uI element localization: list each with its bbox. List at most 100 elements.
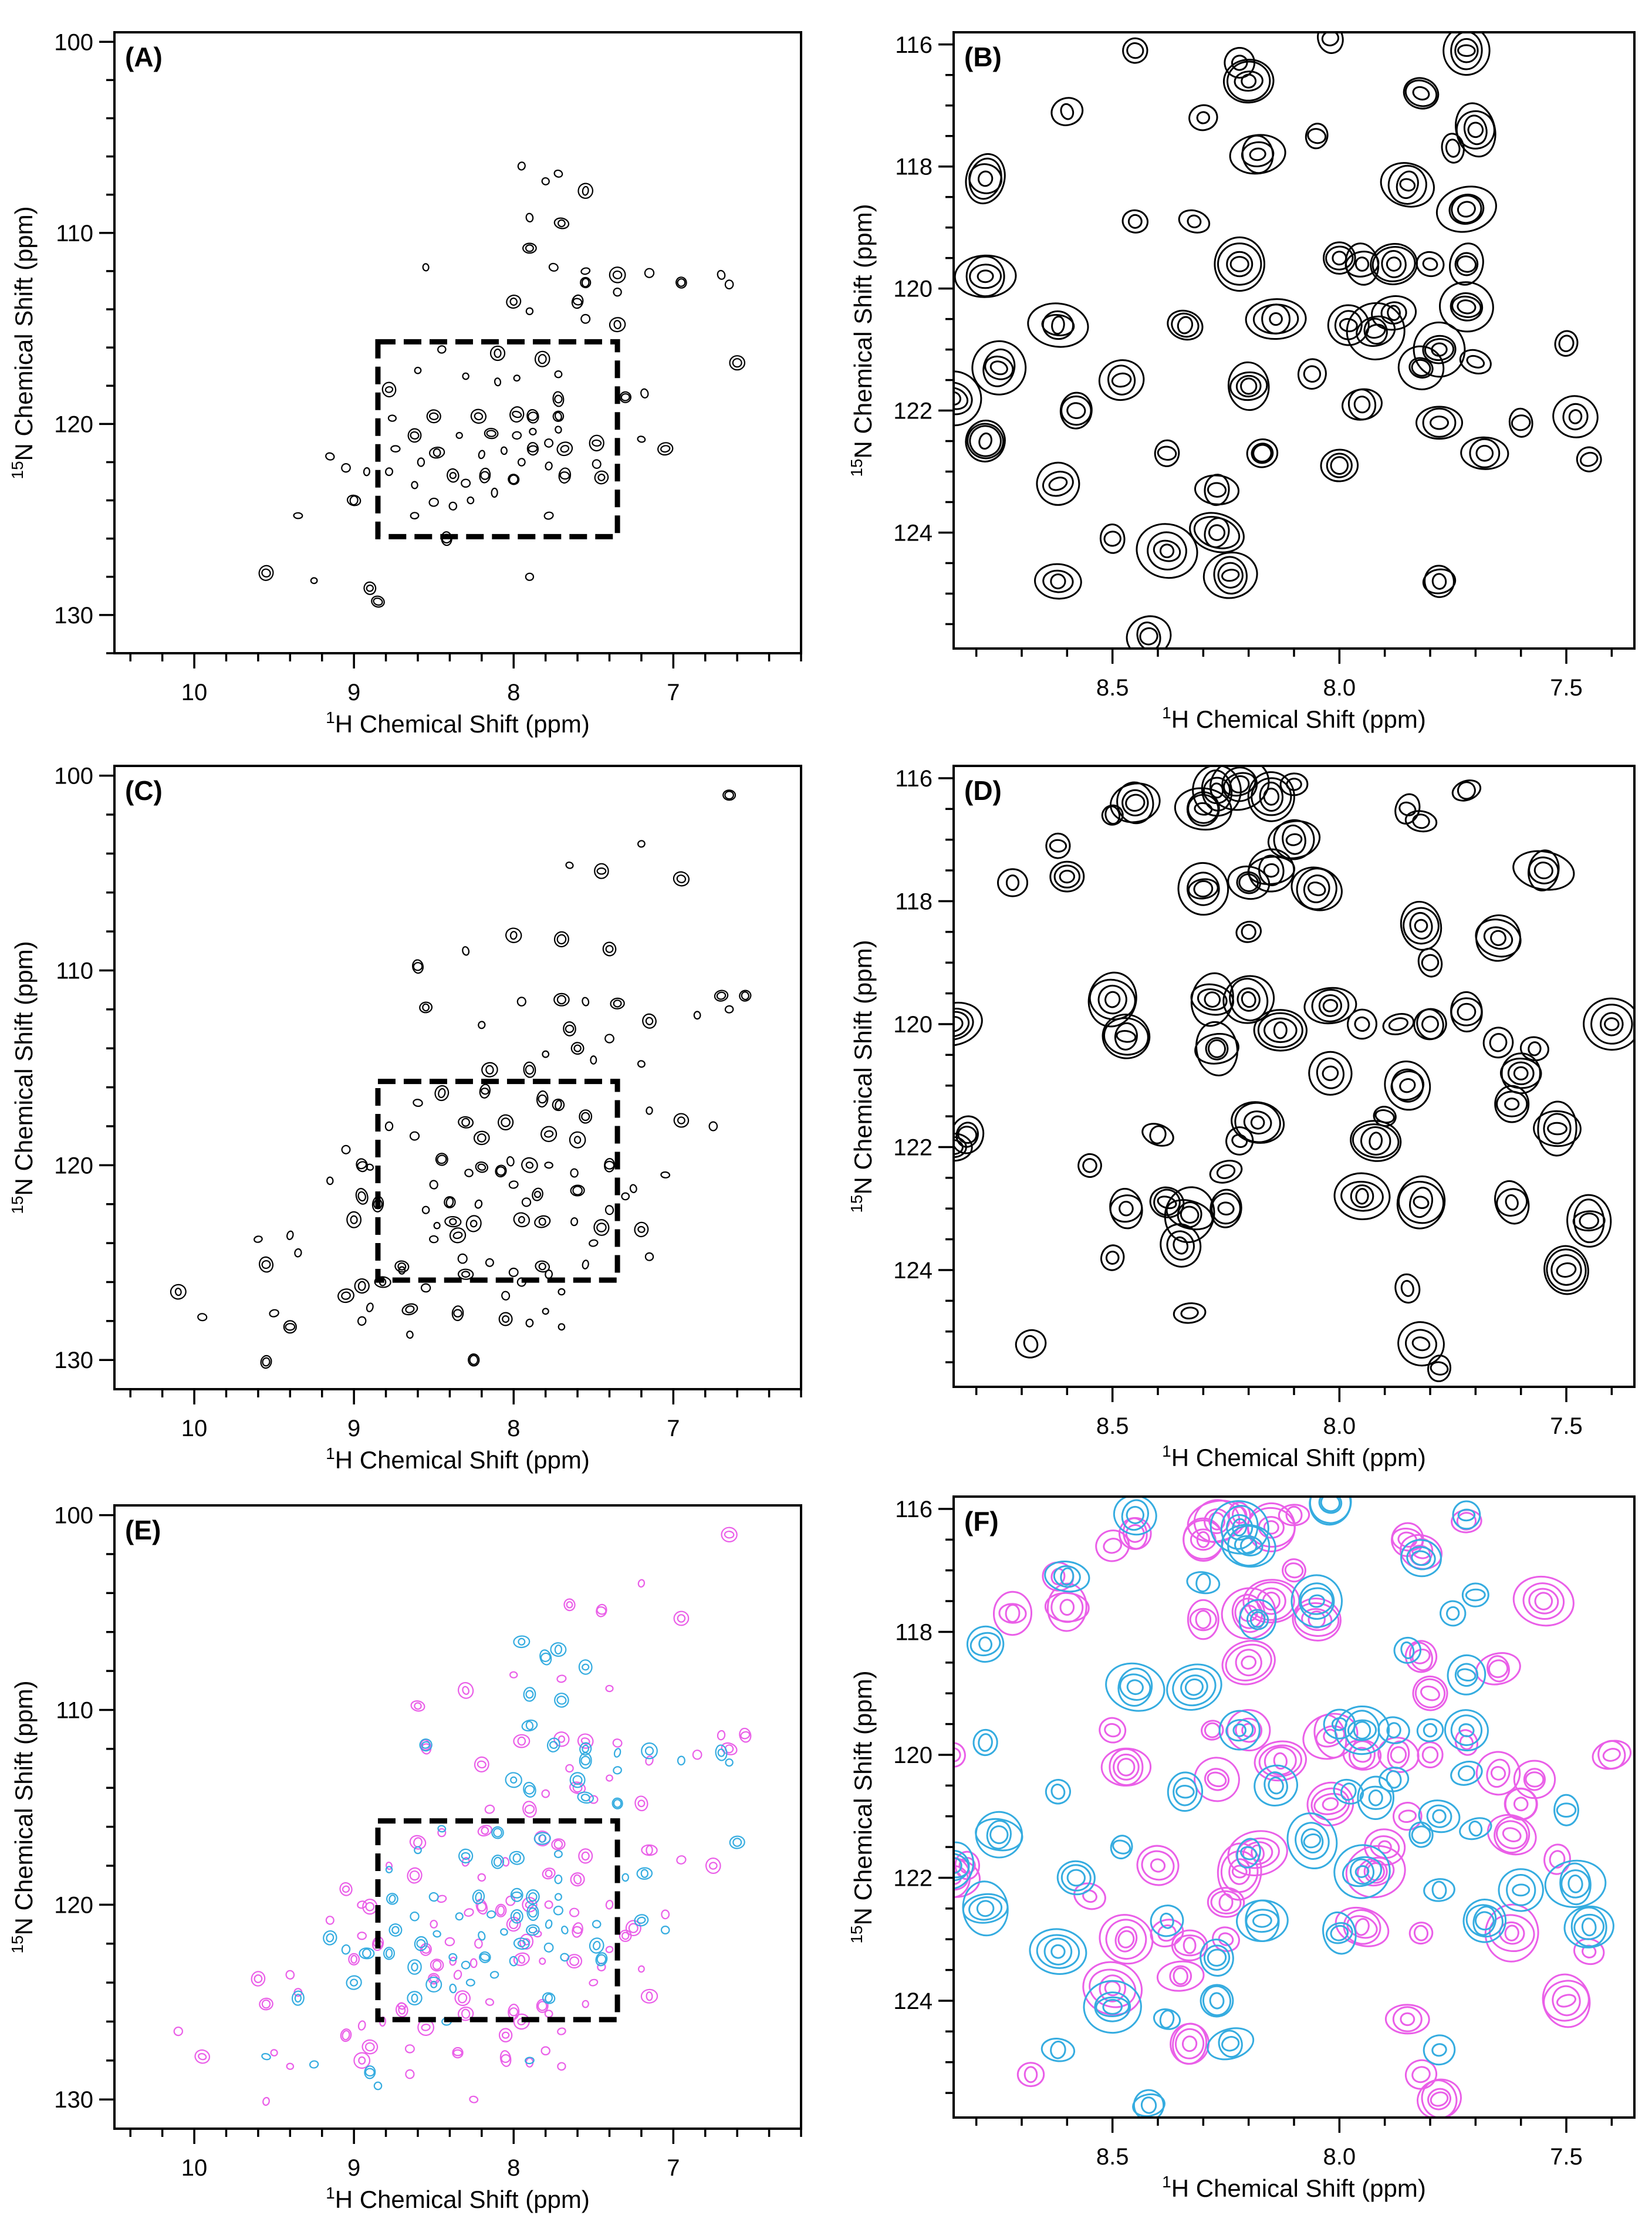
- peak-contour: [1309, 1497, 1352, 1524]
- peak-contour: [556, 1674, 567, 1683]
- peak-contour: [525, 307, 534, 316]
- peak-contour: [592, 1920, 602, 1929]
- peak-contour: [1353, 396, 1371, 414]
- peak-contour: [538, 1834, 547, 1843]
- peak-contour: [1157, 445, 1177, 461]
- peak-contour: [465, 1215, 482, 1232]
- peak-contour: [430, 1981, 438, 1988]
- peak-contour: [1556, 1802, 1577, 1818]
- peak-contour: [1404, 79, 1438, 107]
- peak-contour: [1457, 299, 1477, 315]
- peak-contour: [325, 452, 335, 461]
- peak-contour: [1346, 1915, 1378, 1939]
- peak-contour: [1273, 1021, 1288, 1039]
- peak-contour: [479, 1953, 490, 1961]
- y-tick-label: 124: [893, 520, 933, 546]
- peak-contour: [553, 1906, 563, 1916]
- peak-contour: [433, 1930, 441, 1938]
- peak-contour: [1204, 991, 1221, 1008]
- peak-contour: [1243, 1110, 1272, 1135]
- peak-contour: [1059, 869, 1075, 884]
- x-tick-label: 8: [507, 680, 520, 705]
- peak-contour: [357, 1316, 367, 1326]
- peak-contour: [1552, 395, 1599, 438]
- peak-contour: [1344, 242, 1380, 286]
- peak-contour: [526, 1904, 539, 1922]
- peak-contour: [1466, 354, 1485, 369]
- peak-contour: [501, 1291, 511, 1301]
- peak-contour: [1045, 1779, 1071, 1805]
- peak-contour: [1488, 1914, 1535, 1953]
- peak-contour: [572, 1922, 583, 1938]
- peak-contour: [984, 355, 1014, 380]
- peak-contour: [1475, 1751, 1521, 1796]
- peak-contour: [294, 1248, 302, 1258]
- peak-contour: [1167, 309, 1204, 341]
- x-axis-label-main: H Chemical Shift (ppm): [335, 710, 590, 738]
- peak-contour: [1352, 1123, 1400, 1159]
- peak-contour: [481, 1826, 489, 1835]
- peak-contour: [1420, 1685, 1440, 1701]
- peak-contour: [573, 1926, 583, 1934]
- peak-contour: [582, 1744, 590, 1753]
- peak-contour: [461, 1117, 471, 1127]
- peak-contour: [558, 1735, 566, 1743]
- panel-e: 10 9 8 7 100 110 120 130 (E) 1H Chemical Shift (p…: [8, 1503, 802, 2213]
- peak-contour: [557, 2027, 566, 2035]
- peak-contour: [660, 1171, 671, 1178]
- peak-contour: [721, 1742, 738, 1755]
- peak-contour: [362, 2039, 379, 2055]
- peak-contour: [518, 1637, 526, 1646]
- peak-contour: [1511, 414, 1531, 431]
- peak-contour: [1409, 911, 1433, 940]
- peak-contour: [637, 1799, 646, 1808]
- peak-contour: [1103, 531, 1121, 547]
- peak-contour: [732, 1838, 742, 1847]
- peak-contour: [1187, 1599, 1219, 1640]
- peak-contour: [1400, 1641, 1415, 1659]
- peak-contour: [975, 1811, 1023, 1859]
- peak-contour: [1450, 997, 1483, 1026]
- peak-contour: [1411, 2066, 1431, 2083]
- peak-contour: [1344, 1710, 1380, 1751]
- peak-contour: [474, 1939, 483, 1949]
- panel-a: 10 9 8 7 100 110 120 130 (A) 1H Chemical Shift (p…: [8, 29, 802, 738]
- peak-contour: [421, 1945, 431, 1954]
- peak-contour: [978, 1733, 993, 1752]
- peak-contour: [1050, 97, 1084, 126]
- peak-contour: [1150, 1904, 1184, 1937]
- peak-contour: [538, 1217, 546, 1226]
- peak-contour: [1393, 1636, 1422, 1664]
- peak-contour: [493, 1856, 502, 1867]
- peak-contour: [350, 1215, 358, 1224]
- peak-contour: [715, 1744, 728, 1761]
- y-tick-label: 116: [895, 766, 933, 792]
- peak-contour: [1227, 865, 1271, 900]
- x-tick-label: 7: [667, 680, 680, 705]
- y-axis-label-sup: 15: [847, 1194, 866, 1213]
- peak-contour: [604, 1160, 615, 1170]
- peak-contour: [552, 391, 565, 407]
- peak-contour: [1116, 1030, 1137, 1043]
- peak-contour: [428, 412, 439, 420]
- peak-contour: [449, 1218, 457, 1225]
- peak-contour: [1579, 1213, 1599, 1230]
- peak-contour: [462, 1686, 469, 1695]
- peak-contour: [341, 1291, 351, 1300]
- peak-contour: [506, 1156, 515, 1167]
- peak-contour: [1519, 1036, 1549, 1062]
- peak-contour: [1174, 787, 1232, 831]
- peak-contour: [1236, 871, 1261, 894]
- peak-contour: [1208, 524, 1226, 541]
- peak-contour: [477, 1163, 487, 1171]
- x-tick-label: 8.0: [1323, 2144, 1356, 2170]
- peak-contour: [1322, 1797, 1339, 1811]
- peak-contour: [1330, 1924, 1349, 1941]
- peak-contour: [1240, 377, 1258, 395]
- peak-contour: [716, 991, 727, 1000]
- peak-contour: [1590, 1004, 1633, 1045]
- peak-contour: [1082, 1889, 1097, 1903]
- peak-contour: [1231, 1593, 1266, 1633]
- peak-contour: [724, 1005, 734, 1014]
- peak-contour: [1543, 1245, 1589, 1295]
